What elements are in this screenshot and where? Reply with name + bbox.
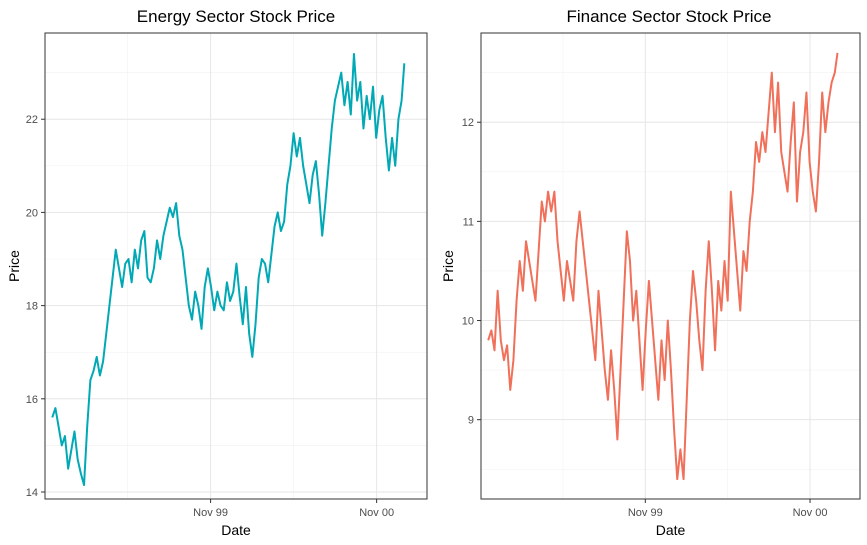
- energy-chart-title: Energy Sector Stock Price: [137, 7, 335, 26]
- finance-price-line: [487, 52, 839, 481]
- panel-border: [480, 32, 861, 500]
- y-tick-label: 10: [462, 316, 474, 328]
- finance-chart-panel: 9 10 11 12 Nov 99 Nov 00 Finance Sector Stock …: [440, 7, 861, 538]
- y-tick-label: 12: [462, 117, 474, 129]
- y-tick-label: 9: [468, 415, 474, 427]
- energy-price-line: [51, 52, 406, 487]
- y-axis-title: Price: [440, 250, 456, 282]
- y-tick-label: 14: [26, 487, 38, 499]
- x-tick-label: Nov 99: [628, 507, 663, 519]
- energy-chart-panel: 14 16 18 20 22 Nov 99 Nov 00 Energy Sector Stoc…: [6, 7, 428, 538]
- x-tick-label: Nov 99: [193, 507, 228, 519]
- x-axis-title: Date: [656, 522, 686, 538]
- x-tick-label: Nov 00: [793, 507, 828, 519]
- y-tick-label: 22: [26, 114, 38, 126]
- y-tick-label: 16: [26, 394, 38, 406]
- y-tick-label: 20: [26, 207, 38, 219]
- y-tick-label: 11: [463, 216, 474, 228]
- x-axis-title: Date: [221, 522, 251, 538]
- x-tick-label: Nov 00: [359, 507, 394, 519]
- finance-chart-title: Finance Sector Stock Price: [566, 7, 771, 26]
- panel-border: [44, 32, 428, 500]
- y-axis-title: Price: [6, 250, 22, 282]
- y-tick-label: 18: [26, 301, 38, 313]
